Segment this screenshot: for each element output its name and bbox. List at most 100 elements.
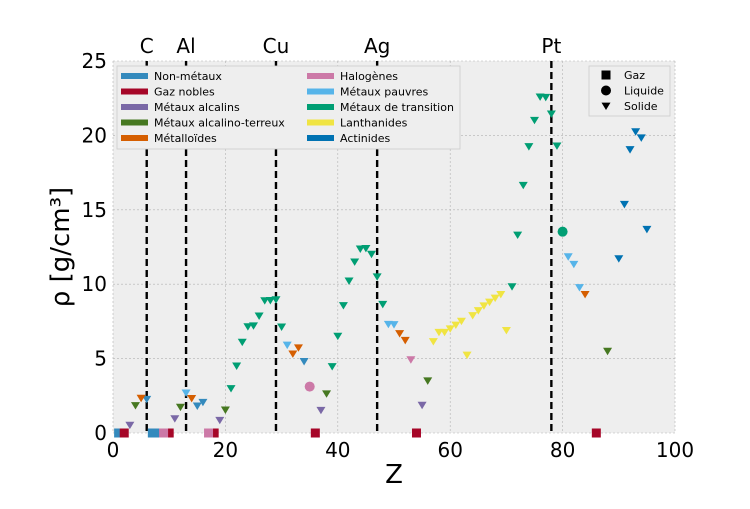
data-point <box>378 300 388 309</box>
data-point <box>389 321 399 329</box>
data-point <box>468 312 478 320</box>
data-point <box>557 226 568 237</box>
data-point <box>541 93 551 102</box>
x-tick-label: 60 <box>437 438 462 462</box>
data-point <box>119 428 129 438</box>
data-point <box>243 323 253 331</box>
data-point <box>209 428 219 438</box>
data-point <box>282 341 292 350</box>
data-point <box>254 312 264 320</box>
state-legend: Gaz Liquide Solide <box>588 65 671 117</box>
legend-label: Métaux alcalino-terreux <box>154 117 285 130</box>
data-point <box>636 134 646 142</box>
data-point <box>153 428 163 438</box>
legend-label: Liquide <box>624 85 664 98</box>
legend-label: Métaux pauvres <box>340 86 429 99</box>
legend-label: Métaux alcalins <box>154 101 240 114</box>
legend-marker-circle <box>601 85 611 96</box>
category-legend: Non-métaux Gaz nobles Métaux alcalins Métau… <box>116 65 461 150</box>
data-point <box>372 273 382 281</box>
data-point <box>322 390 332 398</box>
data-point <box>271 296 281 304</box>
data-point <box>293 344 303 352</box>
data-point <box>204 428 214 438</box>
y-tick-label: 25 <box>82 49 107 73</box>
data-point <box>142 395 152 404</box>
legend-label: Lanthanides <box>340 117 408 130</box>
data-point <box>265 297 275 305</box>
data-point <box>614 255 624 263</box>
legend-swatch <box>121 88 148 95</box>
data-point <box>580 290 590 299</box>
x-axis-title: Z <box>385 460 403 490</box>
legend-marker-triangle-down <box>601 102 611 111</box>
data-point <box>277 323 287 331</box>
legend-swatch <box>307 119 334 126</box>
y-tick-label: 15 <box>82 198 107 222</box>
data-point <box>400 336 410 345</box>
data-point <box>524 143 534 151</box>
data-point <box>220 406 230 414</box>
data-point <box>490 294 500 303</box>
legend-label: Non-métaux <box>154 70 222 83</box>
data-point <box>310 428 320 438</box>
data-point <box>249 322 258 330</box>
data-point <box>338 302 348 310</box>
data-point <box>299 358 309 366</box>
data-point <box>237 338 247 347</box>
data-point <box>260 297 270 305</box>
data-point <box>642 225 652 234</box>
data-point <box>417 401 427 410</box>
legend-label: Solide <box>624 100 658 113</box>
data-point <box>501 326 511 335</box>
y-tick-label: 10 <box>82 272 107 296</box>
data-point <box>530 116 539 125</box>
data-point <box>333 332 343 341</box>
data-point <box>518 181 528 190</box>
data-point <box>485 298 495 307</box>
legend-swatch <box>307 135 334 141</box>
data-point <box>423 377 433 385</box>
x-tick-label: 100 <box>656 438 694 462</box>
y-tick-label: 5 <box>94 347 107 371</box>
x-tick-label: 20 <box>213 438 238 462</box>
data-point <box>136 394 146 403</box>
data-point <box>147 428 157 438</box>
data-point <box>496 290 506 299</box>
data-point <box>114 428 124 438</box>
data-point <box>316 406 326 415</box>
y-tick-label: 0 <box>94 421 107 445</box>
legend-swatch <box>121 73 148 79</box>
data-point <box>232 362 242 370</box>
data-point <box>513 231 523 239</box>
data-point <box>569 260 579 269</box>
reference-label-c: C <box>140 34 154 58</box>
data-point <box>552 142 562 150</box>
x-tick-label: 40 <box>325 438 350 462</box>
data-point <box>175 403 185 412</box>
data-point <box>288 350 298 358</box>
data-point <box>563 253 573 261</box>
data-point <box>451 321 461 330</box>
data-point <box>355 245 365 253</box>
data-points <box>114 93 652 438</box>
data-point <box>395 330 405 338</box>
data-point <box>304 381 315 392</box>
category-legend-frame <box>116 65 461 150</box>
data-point <box>170 415 180 423</box>
data-point <box>440 328 450 337</box>
data-point <box>187 394 197 403</box>
reference-label-ag: Ag <box>364 34 390 58</box>
data-point <box>591 428 601 438</box>
data-point <box>507 283 517 291</box>
legend-swatch <box>307 104 334 110</box>
data-point <box>546 110 556 118</box>
y-tick-label: 20 <box>82 123 107 147</box>
data-point <box>406 356 416 364</box>
legend-swatch <box>307 73 334 79</box>
legend-label: Gaz <box>624 69 645 82</box>
data-point <box>192 402 202 410</box>
x-tick-label: 80 <box>550 438 575 462</box>
legend-swatch <box>307 88 334 95</box>
